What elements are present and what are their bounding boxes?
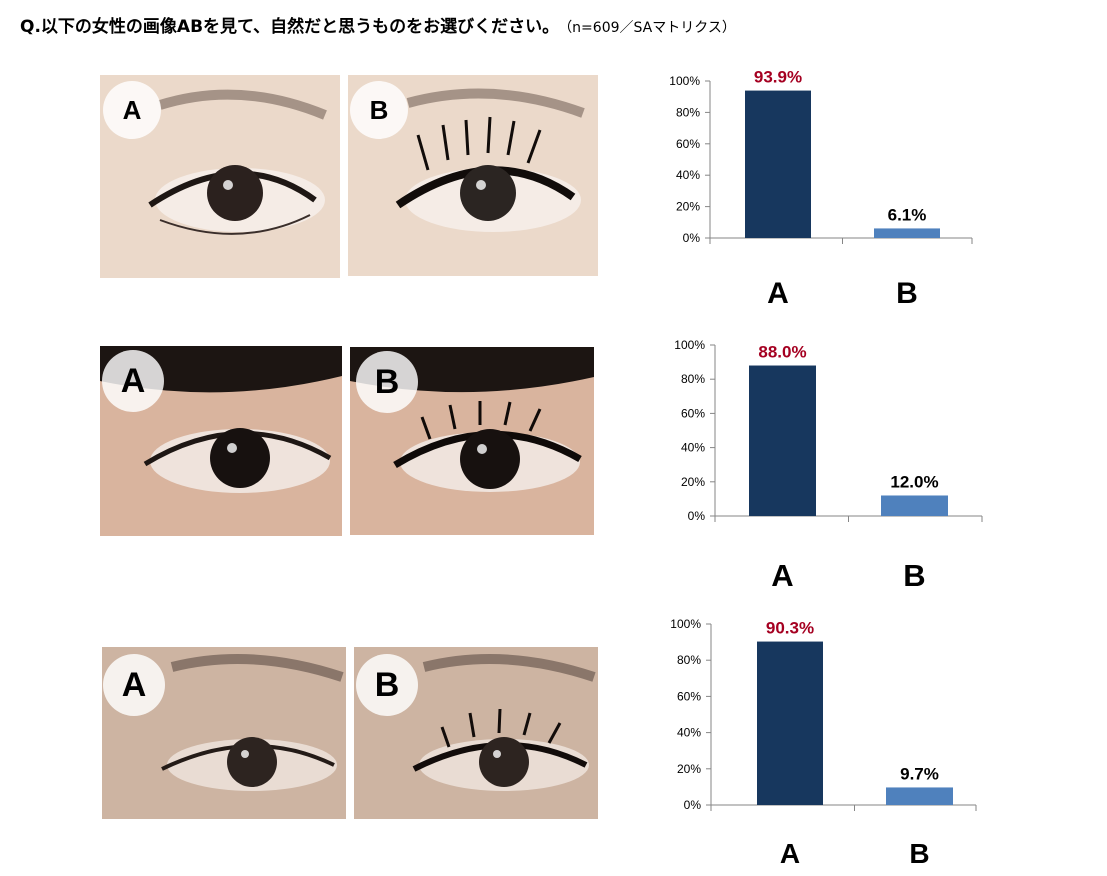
bar-a <box>745 90 811 238</box>
label-a-badge: A <box>102 350 164 412</box>
y-tick-label: 20% <box>676 200 700 214</box>
eye-illustration <box>100 75 340 278</box>
y-tick-label: 40% <box>677 726 701 740</box>
y-tick-label: 80% <box>676 105 700 119</box>
sample-note: （n=609／SAマトリクス） <box>565 20 736 36</box>
y-tick-label: 100% <box>669 74 700 88</box>
label-a: A <box>122 94 142 125</box>
category-label-a: A <box>780 838 800 869</box>
label-b-badge: B <box>356 351 418 413</box>
chart-row-3: 0% 20% 40% 60% 80% 100% 90.3% A 9.7% B <box>640 608 985 870</box>
y-tick-label: 40% <box>681 441 705 455</box>
y-tick-label: 100% <box>674 338 705 352</box>
data-label-b: 12.0% <box>890 472 938 491</box>
bar-b <box>881 495 948 516</box>
chart-row-1: 0% 20% 40% 60% 80% 100% 93.9% A 6.1% B <box>640 58 985 313</box>
bar-b <box>886 787 953 805</box>
question-title: Q.以下の女性の画像ABを見て、自然だと思うものをお選びください。 （n=609／… <box>20 12 736 37</box>
bar-chart: 0% 20% 40% 60% 80% 100% 93.9% A 6.1% B <box>669 68 973 310</box>
y-tick-label: 60% <box>677 689 701 703</box>
data-label-b: 9.7% <box>900 764 939 783</box>
data-label-a: 93.9% <box>754 68 802 87</box>
label-a: A <box>120 361 146 400</box>
y-tick-label: 100% <box>670 617 701 631</box>
y-tick-label: 80% <box>677 653 701 667</box>
bar-a <box>757 641 823 805</box>
question-text: Q.以下の女性の画像ABを見て、自然だと思うものをお選びください。 <box>20 17 560 37</box>
y-tick-label: 60% <box>681 406 705 420</box>
y-tick-label: 0% <box>683 231 701 245</box>
label-b: B <box>369 94 389 125</box>
bar-b <box>874 228 940 238</box>
eye-photo-3a: A <box>102 647 346 819</box>
y-tick-label: 80% <box>681 372 705 386</box>
label-a-badge: A <box>103 654 165 716</box>
data-label-a: 90.3% <box>766 619 814 638</box>
data-label-b: 6.1% <box>888 205 927 224</box>
eye-photo-2a: A <box>100 346 342 536</box>
chart-row-2: 0% 20% 40% 60% 80% 100% 88.0% A 12.0% B <box>640 328 995 593</box>
category-label-a: A <box>767 277 789 310</box>
bar-chart: 0% 20% 40% 60% 80% 100% 88.0% A 12.0% B <box>674 338 983 593</box>
category-label-b: B <box>896 277 918 310</box>
label-b: B <box>374 362 400 401</box>
eye-photo-1b: B <box>348 75 598 276</box>
label-b-badge: B <box>350 81 408 139</box>
label-a: A <box>121 665 147 704</box>
y-tick-label: 0% <box>684 798 702 812</box>
data-label-a: 88.0% <box>758 343 806 362</box>
category-label-a: A <box>771 558 793 593</box>
category-label-b: B <box>903 558 925 593</box>
bar-chart: 0% 20% 40% 60% 80% 100% 90.3% A 9.7% B <box>670 617 977 869</box>
label-b: B <box>374 665 400 704</box>
y-tick-label: 0% <box>688 509 706 523</box>
category-label-b: B <box>909 838 929 869</box>
label-a-badge: A <box>103 81 161 139</box>
y-tick-label: 20% <box>681 475 705 489</box>
y-tick-label: 60% <box>676 137 700 151</box>
bar-a <box>749 365 816 516</box>
eye-photo-1a: A <box>100 75 340 278</box>
label-b-badge: B <box>356 654 418 716</box>
eye-photo-3b: B <box>354 647 598 819</box>
eye-photo-2b: B <box>350 347 594 535</box>
y-tick-label: 40% <box>676 168 700 182</box>
y-tick-label: 20% <box>677 762 701 776</box>
